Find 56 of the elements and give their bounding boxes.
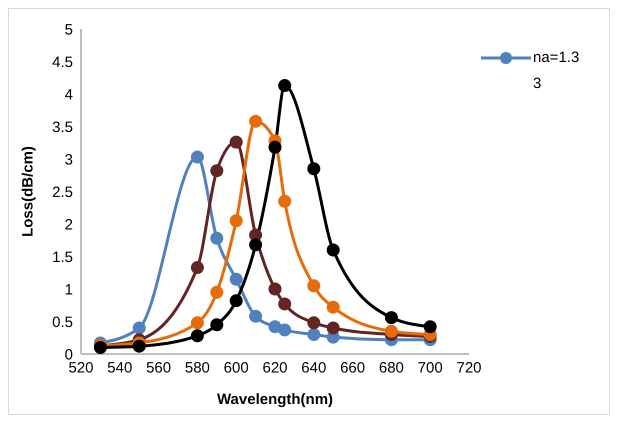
point bbox=[424, 320, 437, 334]
point bbox=[230, 214, 243, 228]
x-tick-label: 580 bbox=[184, 360, 210, 377]
point bbox=[307, 279, 320, 292]
point bbox=[190, 316, 204, 330]
x-tick-label: 600 bbox=[224, 360, 249, 377]
x-tick-label: 680 bbox=[378, 360, 404, 377]
point bbox=[230, 272, 243, 286]
point bbox=[326, 322, 340, 334]
point bbox=[278, 297, 292, 310]
point bbox=[190, 329, 204, 342]
x-axis-title: Wavelength(nm) bbox=[216, 391, 334, 408]
point bbox=[268, 282, 282, 296]
point bbox=[278, 79, 292, 92]
y-tick-label: 2 bbox=[64, 216, 73, 234]
y-tick-label: 1.5 bbox=[52, 248, 73, 266]
y-tick-label: 0.5 bbox=[52, 314, 73, 331]
y-tick-label: 3 bbox=[64, 151, 73, 168]
y-tick-label: 1 bbox=[64, 281, 73, 298]
point bbox=[132, 340, 146, 353]
y-tick-label: 5 bbox=[64, 21, 73, 38]
x-tick-label: 700 bbox=[418, 360, 443, 377]
point bbox=[210, 232, 224, 245]
x-tick-label: 660 bbox=[340, 360, 366, 377]
point bbox=[326, 300, 340, 314]
x-tick-label: 560 bbox=[146, 360, 172, 377]
y-tick-label: 4 bbox=[64, 86, 73, 104]
x-tick-label: 640 bbox=[301, 360, 326, 377]
point bbox=[307, 328, 320, 341]
point bbox=[326, 244, 340, 256]
point bbox=[190, 150, 204, 164]
x-tick-label: 720 bbox=[456, 360, 482, 377]
y-tick-label: 2.5 bbox=[52, 184, 73, 201]
point bbox=[384, 324, 398, 338]
point bbox=[249, 114, 262, 128]
point bbox=[307, 316, 320, 330]
y-tick-label: 4.5 bbox=[52, 54, 73, 71]
y-axis-title: Loss(dB/cm) bbox=[19, 146, 36, 237]
point bbox=[210, 164, 224, 178]
point bbox=[210, 318, 224, 332]
point bbox=[190, 261, 204, 274]
x-tick-label: 620 bbox=[262, 360, 288, 377]
point bbox=[268, 140, 282, 154]
point bbox=[230, 294, 243, 308]
point bbox=[307, 162, 320, 176]
point bbox=[249, 238, 262, 252]
point bbox=[278, 323, 292, 336]
point bbox=[384, 311, 398, 324]
point bbox=[249, 310, 262, 323]
point bbox=[230, 136, 243, 149]
y-tick-label: 3.5 bbox=[52, 118, 73, 136]
point bbox=[132, 322, 146, 334]
point bbox=[210, 286, 224, 299]
point bbox=[278, 194, 292, 208]
legend-label: na=1.33 bbox=[533, 48, 580, 94]
x-tick-label: 540 bbox=[107, 360, 132, 377]
